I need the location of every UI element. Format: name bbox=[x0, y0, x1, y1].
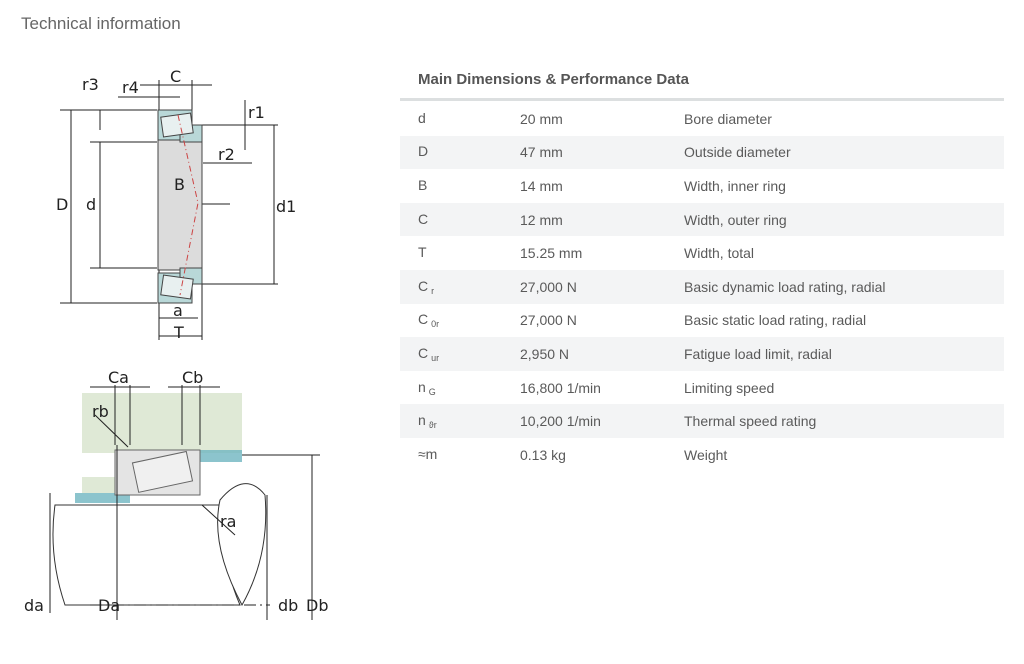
table-row: C 12 mm Width, outer ring bbox=[400, 202, 1004, 237]
page-title: Technical information bbox=[21, 14, 181, 33]
value: 16,800 1/min bbox=[520, 379, 601, 396]
svg-text:B: B bbox=[174, 175, 185, 194]
svg-text:r3: r3 bbox=[82, 75, 99, 94]
bearing-dimension-diagram: r3 r4 C r1 r2 B D d d1 a T bbox=[56, 67, 296, 342]
table-title: Main Dimensions & Performance Data bbox=[418, 71, 689, 88]
description: Thermal speed rating bbox=[684, 413, 817, 430]
symbol: T bbox=[418, 244, 427, 261]
svg-text:T: T bbox=[173, 323, 184, 342]
table-row: ≈m 0.13 kg Weight bbox=[400, 438, 1004, 472]
value: 15.25 mm bbox=[520, 245, 583, 262]
description: Basic static load rating, radial bbox=[684, 312, 867, 329]
table-body: d 20 mm Bore diameter D 47 mm Outside dia… bbox=[400, 102, 1004, 472]
symbol: C 0r bbox=[418, 311, 440, 330]
svg-text:d1: d1 bbox=[276, 197, 296, 216]
symbol: C bbox=[418, 210, 429, 227]
svg-text:r1: r1 bbox=[248, 103, 265, 122]
svg-text:C: C bbox=[170, 67, 181, 86]
dimensions-table: Main Dimensions & Performance Data d 20 … bbox=[400, 70, 1004, 472]
svg-text:d: d bbox=[86, 195, 96, 214]
value: 2,950 N bbox=[520, 345, 570, 362]
table-row: B 14 mm Width, inner ring bbox=[400, 169, 1004, 203]
description: Limiting speed bbox=[684, 379, 775, 396]
symbol: B bbox=[418, 176, 428, 193]
description: Basic dynamic load rating, radial bbox=[684, 278, 886, 295]
divider bbox=[400, 98, 1004, 101]
svg-text:r4: r4 bbox=[122, 78, 139, 97]
table-row: C 0r 27,000 N Basic static load rating, r… bbox=[400, 304, 1004, 338]
symbol: d bbox=[418, 109, 426, 126]
svg-text:a: a bbox=[173, 301, 183, 320]
value: 27,000 N bbox=[520, 312, 577, 329]
description: Width, total bbox=[684, 245, 755, 262]
value: 14 mm bbox=[520, 177, 563, 194]
value: 12 mm bbox=[520, 211, 563, 228]
table-row: d 20 mm Bore diameter bbox=[400, 102, 1004, 136]
table-row: T 15.25 mm Width, total bbox=[400, 236, 1004, 270]
symbol: D bbox=[418, 143, 429, 160]
svg-text:Cb: Cb bbox=[182, 368, 203, 387]
svg-text:D: D bbox=[56, 195, 68, 214]
symbol: ≈m bbox=[418, 445, 438, 462]
description: Weight bbox=[684, 446, 728, 463]
svg-text:r2: r2 bbox=[218, 145, 235, 164]
svg-text:da: da bbox=[24, 596, 44, 615]
svg-text:ra: ra bbox=[220, 512, 236, 531]
value: 47 mm bbox=[520, 144, 563, 161]
description: Width, inner ring bbox=[684, 177, 786, 194]
description: Fatigue load limit, radial bbox=[684, 345, 832, 362]
value: 27,000 N bbox=[520, 278, 577, 295]
table-row: D 47 mm Outside diameter bbox=[400, 135, 1004, 170]
description: Width, outer ring bbox=[684, 211, 787, 228]
value: 10,200 1/min bbox=[520, 413, 601, 430]
svg-text:rb: rb bbox=[92, 402, 109, 421]
svg-text:Db: Db bbox=[306, 596, 328, 615]
symbol: n ϑr bbox=[418, 412, 437, 431]
description: Outside diameter bbox=[684, 144, 791, 161]
svg-text:db: db bbox=[278, 596, 298, 615]
mounting-dimension-diagram: Ca Cb rb ra da Da db Db bbox=[24, 368, 328, 620]
description: Bore diameter bbox=[684, 110, 772, 127]
table-row: n ϑr 10,200 1/min Thermal speed rating bbox=[400, 404, 1004, 438]
svg-text:Da: Da bbox=[98, 596, 120, 615]
value: 0.13 kg bbox=[520, 446, 566, 463]
svg-text:Ca: Ca bbox=[108, 368, 129, 387]
value: 20 mm bbox=[520, 110, 563, 127]
